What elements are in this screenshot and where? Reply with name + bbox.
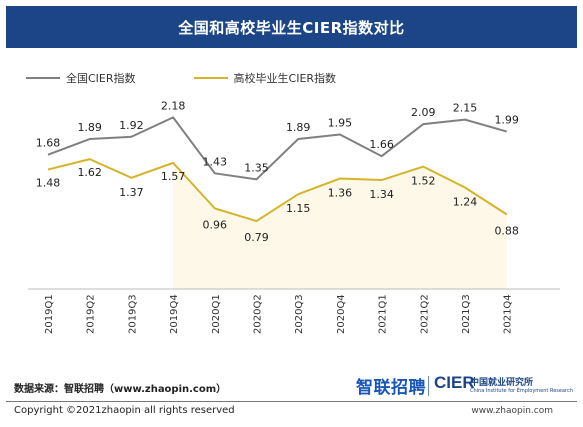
data-label-national: 2.09 — [411, 106, 436, 119]
data-label-national: 1.35 — [244, 161, 269, 174]
x-tick-label: 2020Q2 — [253, 294, 264, 334]
cier-logo-cn: 中国就业研究所 — [470, 378, 534, 388]
legend-swatch-national — [26, 77, 60, 79]
cier-logo: CIER — [434, 373, 475, 392]
data-label-graduate: 1.62 — [77, 166, 102, 179]
website-text: www.zhaopin.com — [471, 406, 553, 416]
chart-title: 全国和高校毕业生CIER指数对比 — [178, 18, 405, 37]
data-label-national: 1.66 — [369, 138, 394, 151]
data-label-graduate: 1.24 — [453, 195, 478, 208]
chart-legend: 全国CIER指数 高校毕业生CIER指数 — [26, 70, 394, 86]
legend-item-graduate: 高校毕业生CIER指数 — [193, 70, 337, 86]
series-line-graduate — [47, 158, 508, 223]
footer-divider — [6, 401, 577, 402]
data-label-graduate: 1.48 — [36, 177, 61, 190]
zhaopin-logo: 智联招聘 — [356, 378, 426, 398]
data-label-graduate: 0.88 — [494, 224, 519, 237]
data-label-graduate: 1.36 — [328, 187, 353, 200]
chart-title-bar: 全国和高校毕业生CIER指数对比 — [6, 6, 577, 48]
data-label-graduate: 0.96 — [203, 218, 228, 231]
copyright-text: Copyright ©2021zhaopin all rights reserv… — [14, 405, 235, 416]
data-label-national: 1.43 — [203, 155, 228, 168]
legend-label-graduate: 高校毕业生CIER指数 — [233, 72, 337, 85]
data-label-graduate: 1.57 — [161, 170, 186, 183]
x-tick-label: 2020Q4 — [336, 294, 347, 334]
x-tick-label: 2021Q3 — [461, 294, 472, 334]
x-tick-label: 2019Q2 — [86, 294, 97, 334]
x-tick-label: 2019Q1 — [44, 294, 55, 334]
data-label-national: 1.99 — [494, 114, 519, 127]
x-tick-label: 2021Q4 — [503, 294, 514, 334]
data-label-graduate: 0.79 — [244, 231, 269, 244]
x-tick-label: 2021Q2 — [419, 294, 430, 334]
legend-item-national: 全国CIER指数 — [26, 70, 136, 86]
x-tick-label: 2020Q3 — [294, 294, 305, 334]
logo-divider — [428, 376, 429, 396]
data-source: 数据来源：智联招聘（www.zhaopin.com） — [14, 384, 227, 395]
legend-swatch-graduate — [193, 77, 228, 79]
data-label-national: 1.89 — [77, 121, 102, 134]
data-label-national: 1.92 — [119, 119, 144, 132]
data-label-graduate: 1.15 — [286, 202, 311, 215]
data-label-national: 2.15 — [453, 102, 478, 115]
data-label-national: 1.95 — [328, 117, 353, 130]
legend-label-national: 全国CIER指数 — [66, 72, 136, 85]
x-tick-label: 2020Q1 — [211, 294, 222, 334]
data-label-graduate: 1.37 — [119, 186, 144, 199]
data-label-national: 2.18 — [161, 99, 186, 112]
data-label-national: 1.68 — [36, 137, 61, 150]
cier-logo-en: China Institute for Employment Research — [470, 388, 573, 394]
data-label-national: 1.89 — [286, 121, 311, 134]
x-tick-label: 2019Q4 — [169, 294, 180, 334]
x-tick-label: 2019Q3 — [127, 294, 138, 334]
data-label-graduate: 1.52 — [411, 175, 436, 188]
data-label-graduate: 1.34 — [369, 188, 394, 201]
x-tick-label: 2021Q1 — [378, 294, 389, 334]
series-line-national — [47, 116, 507, 181]
area-fill — [173, 162, 507, 289]
